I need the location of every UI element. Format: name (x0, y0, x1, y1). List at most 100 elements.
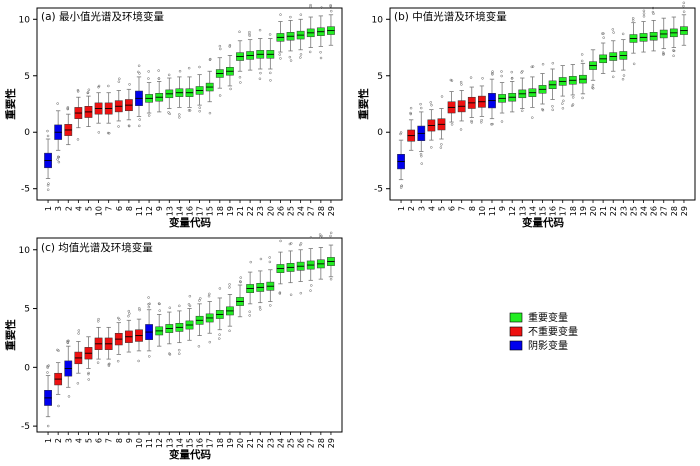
outlier-point (187, 303, 191, 306)
outlier-point (500, 74, 503, 78)
outlier-point (107, 84, 110, 88)
panel-c-xlabel: 变量代码 (169, 448, 211, 461)
outlier-point (117, 125, 120, 128)
outlier-point (399, 132, 402, 136)
outlier-point (46, 188, 50, 191)
y-tick-label: -5 (21, 422, 30, 432)
outlier-point (621, 77, 625, 81)
x-tick-label: 18 (569, 206, 578, 216)
outlier-point (218, 337, 221, 340)
outlier-point (239, 280, 242, 284)
outlier-point (450, 123, 454, 126)
outlier-point (198, 65, 201, 69)
x-tick-label: 24 (640, 206, 649, 216)
y-tick-label: 10 (372, 15, 384, 25)
outlier-point (521, 70, 524, 73)
outlier-point (96, 361, 100, 364)
x-tick-label: 29 (680, 206, 689, 216)
outlier-point (551, 105, 554, 108)
outlier-point (259, 257, 263, 261)
outlier-point (288, 242, 292, 246)
outlier-point (219, 47, 222, 51)
panel-a-ylabel: 重要性 (4, 88, 17, 120)
outlier-point (329, 5, 332, 8)
outlier-point (167, 73, 171, 77)
outlier-point (157, 77, 161, 80)
x-tick-label: 27 (307, 438, 316, 448)
outlier-point (612, 31, 615, 34)
x-tick-label: 20 (589, 206, 598, 216)
outlier-point (460, 83, 463, 86)
x-tick-label: 17 (559, 206, 568, 216)
outlier-point (148, 355, 151, 358)
x-tick-label: 27 (307, 206, 316, 216)
x-tick-label: 17 (196, 206, 205, 216)
outlier-point (228, 283, 231, 286)
outlier-point (491, 73, 494, 76)
outlier-point (329, 4, 332, 7)
x-tick-label: 7 (105, 206, 114, 211)
outlier-point (409, 106, 413, 110)
x-tick-label: 22 (256, 438, 265, 448)
outlier-point (319, 235, 322, 239)
outlier-point (309, 5, 312, 8)
legend-swatch-important (509, 312, 523, 323)
outlier-point (127, 309, 131, 313)
outlier-point (268, 260, 272, 264)
outlier-point (570, 104, 574, 108)
outlier-point (128, 83, 131, 86)
outlier-point (228, 286, 231, 289)
outlier-point (279, 13, 282, 16)
x-tick-label: 16 (186, 206, 195, 216)
outlier-point (107, 364, 111, 367)
outlier-point (178, 304, 181, 308)
outlier-point (228, 45, 232, 48)
outlier-point (97, 317, 100, 321)
outlier-point (106, 131, 110, 135)
outlier-point (178, 352, 181, 355)
outlier-point (278, 292, 282, 295)
outlier-point (642, 12, 646, 15)
x-tick-label: 4 (74, 438, 83, 443)
outlier-point (449, 78, 453, 82)
x-tick-label: 4 (427, 206, 436, 211)
outlier-point (530, 65, 534, 69)
outlier-point (127, 314, 130, 318)
outlier-point (329, 234, 332, 238)
x-tick-label: 19 (579, 206, 588, 216)
outlier-point (278, 291, 282, 294)
x-tick-label: 28 (317, 438, 326, 448)
outlier-point (581, 96, 584, 100)
outlier-point (642, 9, 646, 13)
outlier-point (46, 371, 49, 374)
outlier-point (137, 70, 140, 74)
outlier-point (662, 52, 665, 55)
outlier-point (591, 83, 595, 87)
x-tick-label: 8 (115, 438, 124, 443)
outlier-point (46, 366, 49, 369)
x-tick-label: 6 (95, 438, 104, 443)
x-tick-label: 20 (236, 438, 245, 448)
outlier-point (491, 70, 494, 73)
outlier-point (682, 1, 686, 5)
outlier-point (168, 353, 172, 356)
x-tick-label: 8 (468, 206, 477, 211)
x-tick-label: 3 (64, 438, 73, 443)
outlier-point (77, 329, 81, 332)
outlier-point (77, 332, 80, 335)
x-tick-label: 18 (216, 438, 225, 448)
x-tick-label: 15 (539, 206, 548, 216)
outlier-point (269, 79, 272, 82)
outlier-point (279, 57, 282, 60)
outlier-point (470, 119, 473, 123)
outlier-point (128, 312, 131, 315)
legend-label-shadow: 阴影变量 (528, 339, 568, 352)
x-tick-label: 2 (407, 206, 416, 211)
outlier-point (47, 182, 50, 185)
outlier-point (309, 3, 312, 7)
outlier-point (208, 292, 211, 296)
outlier-point (107, 132, 111, 135)
y-tick-label: -5 (21, 185, 30, 195)
outlier-point (248, 34, 251, 37)
x-tick-label: 12 (508, 206, 517, 216)
